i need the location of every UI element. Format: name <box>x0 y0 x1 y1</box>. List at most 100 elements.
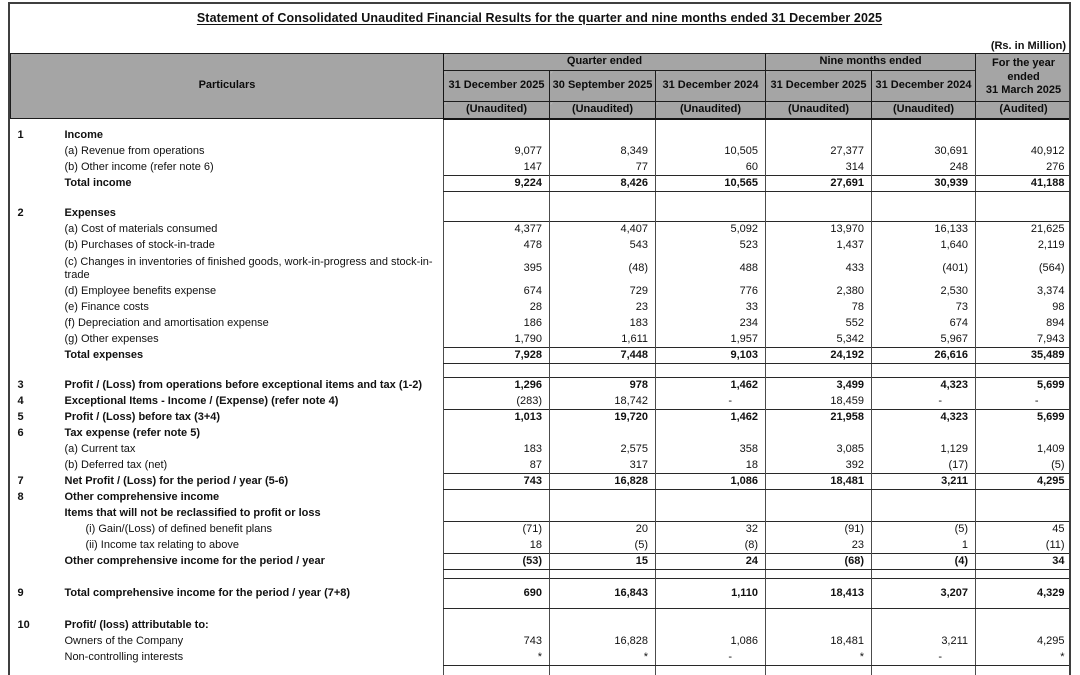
value-cell: * <box>443 649 550 667</box>
row-label: Total income <box>64 177 132 190</box>
value-cell <box>654 205 766 222</box>
year-column-header: For the year ended 31 March 2025 <box>975 53 1069 102</box>
value-cell: - <box>654 393 766 410</box>
value-cell: 33 <box>654 299 766 316</box>
value-cell: 894 <box>975 315 1069 332</box>
value-cell: 1,462 <box>654 409 766 426</box>
value-cell <box>765 608 872 618</box>
value-cell <box>871 127 976 144</box>
value-cell: 1,296 <box>443 377 550 394</box>
row-label: (d) Employee benefits expense <box>64 285 217 298</box>
value-cell: 18,413 <box>765 578 872 610</box>
value-cell: 15 <box>549 553 656 571</box>
value-cell: (564) <box>975 253 1069 284</box>
audit-status: (Unaudited) <box>443 100 550 120</box>
value-cell: 1,110 <box>654 578 766 610</box>
value-cell <box>443 489 550 506</box>
row-label: (a) Revenue from operations <box>64 145 205 158</box>
value-cell: 743 <box>443 473 550 491</box>
value-cell <box>549 425 656 442</box>
table-row: Owners of the Company 743 16,828 1,086 18,48… <box>11 633 1069 650</box>
value-cell: 4,407 <box>549 221 656 238</box>
value-cell <box>443 425 550 442</box>
value-cell <box>765 569 872 579</box>
value-cell: (71) <box>443 521 550 538</box>
row-label: Exceptional Items - Income / (Expense) (… <box>64 395 339 408</box>
value-cell <box>871 118 976 128</box>
value-cell <box>871 489 976 506</box>
value-cell: 13,970 <box>765 221 872 238</box>
row-number <box>11 176 38 192</box>
value-cell: 18 <box>654 457 766 474</box>
row-label: (g) Other expenses <box>64 333 159 346</box>
value-cell: 3,211 <box>871 633 976 650</box>
value-cell: 10,565 <box>654 175 766 193</box>
value-cell <box>654 665 766 675</box>
row-label: (b) Other income (refer note 6) <box>64 161 214 174</box>
row-label: Net Profit / (Loss) for the period / yea… <box>64 475 289 488</box>
value-cell: 2,119 <box>975 237 1069 254</box>
row-label: (f) Depreciation and amortisation expens… <box>64 317 269 330</box>
year-column-line3: 31 March 2025 <box>985 84 1062 97</box>
row-number <box>11 119 38 128</box>
value-cell <box>765 127 872 144</box>
value-cell <box>443 505 550 522</box>
value-cell: (91) <box>765 521 872 538</box>
period-header-q2: 30 September 2025 <box>549 70 656 102</box>
value-cell: 1,611 <box>549 331 656 348</box>
audit-status: (Unaudited) <box>549 100 656 120</box>
value-cell: 21,625 <box>975 221 1069 238</box>
value-cell: 18,481 <box>765 473 872 491</box>
value-cell: 24,192 <box>765 347 872 365</box>
value-cell <box>549 191 656 206</box>
value-cell: 690 <box>443 578 550 610</box>
value-cell: 186 <box>443 315 550 332</box>
value-cell: 488 <box>654 253 766 284</box>
value-cell: 18,742 <box>549 393 656 410</box>
row-label: Other comprehensive income <box>64 491 220 504</box>
row-label: (a) Cost of materials consumed <box>64 223 218 236</box>
table-row: 2 Expenses <box>11 205 1069 222</box>
value-cell <box>654 489 766 506</box>
value-cell <box>549 118 656 128</box>
value-cell: 674 <box>443 283 550 300</box>
value-cell: 478 <box>443 237 550 254</box>
value-cell <box>443 569 550 579</box>
audit-status: (Unaudited) <box>654 100 767 120</box>
table-row: (b) Deferred tax (net) 87 317 18 392 (17) (5) <box>11 457 1069 474</box>
row-number <box>11 254 38 284</box>
value-cell <box>549 569 656 579</box>
row-label <box>38 666 444 675</box>
value-cell: 776 <box>654 283 766 300</box>
value-cell: 4,295 <box>975 473 1069 491</box>
audit-status: (Unaudited) <box>765 100 873 120</box>
value-cell <box>975 569 1069 579</box>
value-cell: 183 <box>549 315 656 332</box>
value-cell <box>549 127 656 144</box>
value-cell: (68) <box>765 553 872 571</box>
value-cell: 7,943 <box>975 331 1069 348</box>
row-number: 4 <box>17 395 24 408</box>
value-cell: (283) <box>443 393 550 410</box>
value-cell: (5) <box>549 537 656 554</box>
value-cell <box>975 118 1069 128</box>
row-number <box>11 238 38 254</box>
value-cell <box>765 489 872 506</box>
row-number: 5 <box>17 411 24 424</box>
row-number <box>11 364 38 378</box>
value-cell: 317 <box>549 457 656 474</box>
table-row: (b) Purchases of stock-in-trade 478 543 523… <box>11 237 1069 254</box>
row-number: 1 <box>17 129 24 142</box>
value-cell <box>975 665 1069 675</box>
row-label: Total expenses <box>64 349 144 362</box>
value-cell <box>975 127 1069 144</box>
row-label <box>38 119 444 128</box>
value-cell <box>975 363 1069 378</box>
value-cell: 358 <box>654 441 766 458</box>
row-label: Profit/ (loss) attributable to: <box>64 619 209 632</box>
value-cell: 3,085 <box>765 441 872 458</box>
period-header-9m2: 31 December 2024 <box>871 70 977 102</box>
value-cell: 40,912 <box>975 143 1069 160</box>
value-cell <box>443 118 550 128</box>
year-column-line2: ended <box>1007 70 1040 83</box>
